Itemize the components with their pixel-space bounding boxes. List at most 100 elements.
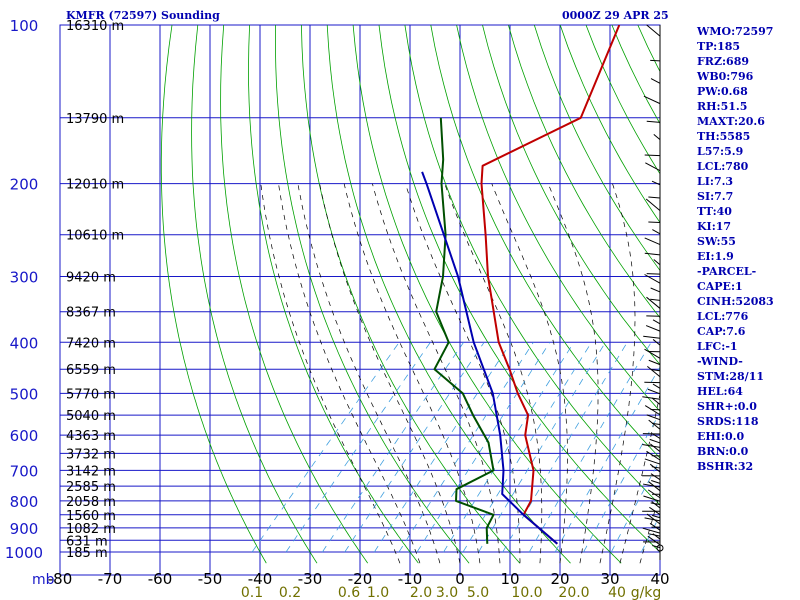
- height-label: 4363 m: [66, 429, 116, 444]
- index-item: MAXT:20.6: [697, 115, 765, 128]
- wind-barb: [648, 196, 661, 199]
- wind-barb: [647, 489, 661, 499]
- index-item: LCL:776: [697, 310, 749, 323]
- index-item: LCL:780: [697, 160, 749, 173]
- mixing-ratio-line: [610, 458, 660, 553]
- index-item: RH:51.5: [697, 100, 748, 113]
- moist-adiabat: [297, 183, 441, 564]
- index-item: CINH:52083: [697, 295, 774, 308]
- mixing-ratio-line: [251, 342, 400, 553]
- pressure-unit-label: mb: [32, 572, 55, 588]
- dry-adiabat: [430, 25, 660, 459]
- dry-adiabat: [482, 25, 660, 366]
- height-label: 7420 m: [66, 336, 116, 351]
- height-label: 12010 m: [66, 178, 124, 193]
- wind-barb: [649, 463, 661, 473]
- temperature-tick-label: 20: [550, 570, 569, 588]
- parcel-line: [421, 171, 558, 545]
- index-item: SW:55: [697, 235, 736, 248]
- index-item: STM:28/11: [697, 370, 764, 383]
- wind-barb: [652, 533, 661, 540]
- dry-adiabat: [404, 25, 660, 506]
- wind-barb: [644, 517, 661, 522]
- index-item: PW:0.68: [697, 85, 748, 98]
- index-item: SRDS:118: [697, 415, 759, 428]
- index-item: KI:17: [697, 220, 732, 233]
- wind-barb: [646, 120, 661, 123]
- pressure-tick-label: 100: [10, 17, 39, 35]
- moist-adiabat: [278, 183, 421, 564]
- wind-barb: [642, 444, 661, 448]
- mixing-ratio-tick-label: 0.6: [338, 585, 360, 600]
- moist-adiabat: [319, 183, 461, 564]
- wind-barb: [644, 348, 661, 359]
- wind-barb: [652, 544, 661, 549]
- height-label: 185 m: [66, 546, 108, 561]
- wind-barb: [643, 495, 661, 502]
- wind-barb: [652, 319, 661, 325]
- wind-barb: [650, 287, 661, 293]
- wind-barb: [652, 383, 661, 389]
- temperature-tick-label: -40: [248, 570, 273, 588]
- height-label: 5040 m: [66, 409, 116, 424]
- height-label: 1560 m: [66, 509, 116, 524]
- wind-barb: [648, 481, 661, 492]
- dry-adiabat: [191, 25, 318, 564]
- pressure-tick-label: 700: [10, 462, 39, 480]
- dry-adiabat: [220, 25, 369, 564]
- wind-barb: [645, 162, 661, 172]
- dry-adiabat: [533, 25, 660, 272]
- moist-adiabat: [491, 183, 568, 564]
- pressure-tick-label: 200: [10, 176, 39, 194]
- index-item: CAP:7.6: [697, 325, 746, 338]
- dry-adiabat: [352, 25, 622, 564]
- height-label: 3142 m: [66, 464, 116, 479]
- wind-barb: [648, 419, 661, 430]
- temperature-tick-label: -50: [198, 570, 223, 588]
- wind-barb: [647, 535, 661, 546]
- pressure-tick-label: 800: [10, 493, 39, 511]
- calm-wind-marker: [656, 544, 664, 552]
- height-label: 1082 m: [66, 522, 116, 537]
- mixing-ratio-line: [462, 342, 592, 553]
- temperature-tick-label: 10: [500, 570, 519, 588]
- dry-adiabat: [274, 25, 470, 564]
- height-label: 631 m: [66, 534, 108, 549]
- wind-barb: [648, 359, 661, 366]
- wind-barb: [643, 95, 661, 105]
- moist-adiabat: [405, 183, 521, 564]
- moist-adiabat: [372, 183, 501, 564]
- height-label: 2585 m: [66, 480, 116, 495]
- moist-adiabat: [619, 392, 660, 564]
- wind-barb: [642, 483, 661, 488]
- mixing-ratio-line: [554, 366, 660, 553]
- wind-barb: [642, 527, 661, 534]
- mixing-ratio-tick-label: 0.2: [279, 585, 301, 600]
- mixing-ratio-line: [344, 342, 485, 553]
- wind-barb: [646, 513, 661, 525]
- height-label: 16310 m: [66, 19, 124, 34]
- index-item: WB0:796: [697, 70, 754, 83]
- index-item: TH:5585: [697, 130, 751, 143]
- wind-barb: [650, 59, 661, 62]
- mixing-ratio-line: [478, 342, 606, 553]
- index-item: TP:185: [697, 40, 741, 53]
- wind-barb: [646, 450, 661, 461]
- mixing-ratio-line: [374, 342, 512, 553]
- height-label: 9420 m: [66, 270, 116, 285]
- pressure-tick-label: 600: [10, 427, 39, 445]
- wind-barb: [644, 252, 661, 256]
- mixing-ratio-line: [285, 342, 431, 553]
- index-item: CAPE:1: [697, 280, 743, 293]
- moist-adiabat: [260, 183, 401, 564]
- wind-barb: [651, 480, 661, 484]
- wind-barb: [649, 506, 661, 515]
- wind-barb: [646, 24, 661, 37]
- wind-barb-column: [642, 24, 664, 560]
- temperature-tick-label: -10: [398, 570, 423, 588]
- index-item: SHR+:0.0: [697, 400, 757, 413]
- index-item: -WIND-: [697, 355, 743, 368]
- dry-adiabat: [508, 25, 660, 319]
- wind-barb: [650, 473, 661, 481]
